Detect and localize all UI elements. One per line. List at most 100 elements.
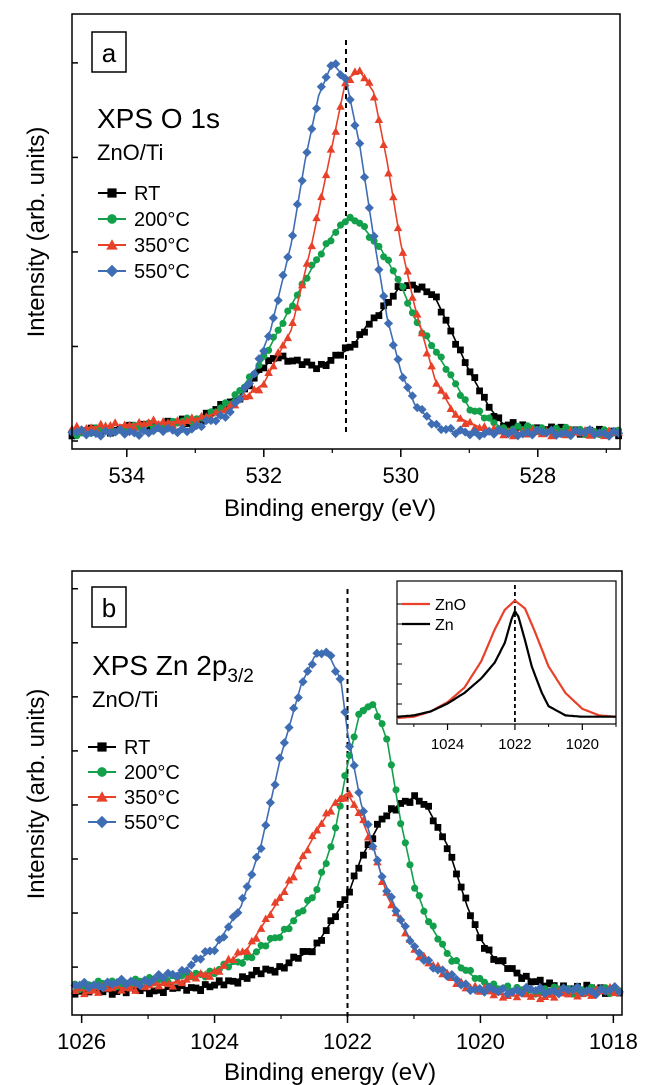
b-legend-label: 350°C (124, 787, 180, 809)
a-point-rt (495, 414, 503, 422)
b-point-rt (369, 835, 377, 843)
b-point-rt (318, 937, 325, 944)
b-point-550c (303, 666, 313, 676)
a-legend-item-200c: 200°C (98, 209, 190, 231)
b-point-350c (126, 983, 136, 992)
b-point-rt (304, 948, 312, 955)
panel-a-subtitle: ZnO/Ti (97, 140, 163, 165)
b-point-350c (187, 970, 196, 979)
b-point-rt (439, 833, 446, 841)
b-legend-marker (95, 815, 109, 829)
a-point-rt (341, 344, 349, 352)
a-legend-label: 550°C (134, 261, 190, 283)
b-point-rt (173, 984, 181, 992)
b-point-200c (318, 868, 326, 876)
a-point-550c (129, 428, 139, 438)
b-point-550c (358, 806, 369, 816)
a-point-350c (465, 417, 475, 426)
a-point-550c (268, 313, 278, 323)
b-point-200c (425, 918, 433, 926)
a-point-rt (317, 360, 325, 368)
b-point-550c (344, 741, 355, 752)
a-point-200c (312, 256, 321, 264)
b-point-200c (438, 940, 447, 948)
a-point-350c (427, 361, 436, 370)
inset-ticks: 1024 1022 1020 (397, 603, 617, 753)
a-point-350c (293, 303, 302, 311)
b-point-rt (360, 851, 367, 859)
a-point-200c (485, 414, 493, 422)
b-point-550c (498, 984, 508, 994)
b-point-550c (289, 703, 299, 713)
inset-frame (396, 580, 617, 725)
b-point-350c (535, 994, 545, 1003)
b-point-rt (336, 900, 344, 908)
a-point-200c (279, 319, 287, 328)
b-point-550c (298, 677, 308, 687)
a-point-rt (461, 359, 469, 366)
b-point-350c (387, 900, 396, 909)
a-point-350c (408, 293, 417, 301)
b-point-350c (331, 798, 340, 806)
a-point-200c (274, 326, 282, 334)
a-point-200c (437, 353, 445, 361)
a-point-200c (384, 256, 393, 264)
b-point-rt (364, 841, 372, 849)
a-point-rt (260, 364, 268, 372)
a-legend-item-rt: RT (98, 183, 160, 205)
a-point-550c (240, 383, 250, 393)
a-point-350c (86, 423, 96, 431)
a-point-rt (504, 421, 512, 429)
a-point-550c (307, 124, 317, 134)
b-point-200c (434, 935, 442, 943)
a-point-550c (139, 426, 149, 436)
a-point-rt (409, 281, 416, 289)
b-point-rt (499, 957, 507, 965)
b-point-rt (532, 978, 539, 986)
b-point-550c (456, 980, 466, 990)
a-point-rt (385, 298, 392, 306)
b-point-rt (392, 806, 400, 814)
b-point-550c (209, 946, 220, 956)
inset-plot-layer (396, 585, 617, 724)
a-point-550c (489, 429, 499, 439)
panel-b-ticks: 1026 1024 1022 1020 1018 (57, 588, 638, 1054)
b-point-550c (158, 973, 168, 983)
b-point-350c (512, 992, 522, 1001)
inset-legend-label: Zn (435, 617, 454, 634)
a-point-550c (225, 407, 235, 417)
b-point-rt (429, 817, 437, 825)
b-point-200c (452, 957, 461, 965)
panel-b-chart: 1026 1024 1022 1020 1018 b XPS Zn 2p3/2 ZnO/… (23, 570, 638, 1085)
a-point-rt (452, 340, 459, 348)
a-point-rt (269, 355, 277, 362)
a-point-550c (278, 270, 288, 280)
b-point-550c (554, 989, 564, 999)
b-point-rt (420, 801, 428, 808)
a-x-tick-label: 528 (519, 463, 556, 488)
b-point-rt (108, 990, 116, 998)
a-point-550c (436, 424, 446, 435)
b-point-550c (219, 932, 229, 942)
b-point-550c (228, 912, 238, 922)
panel-b-xlabel: Binding energy (eV) (224, 1059, 436, 1085)
b-point-350c (228, 955, 238, 964)
b-point-200c (373, 712, 381, 721)
b-point-rt (374, 820, 381, 828)
b-point-550c (437, 965, 448, 975)
b-point-350c (294, 861, 303, 870)
panel-b-label: b (102, 593, 116, 623)
b-point-200c (252, 948, 261, 956)
a-point-rt (279, 352, 287, 360)
a-point-550c (431, 419, 442, 429)
b-point-rt (253, 967, 260, 974)
b-point-200c (378, 720, 386, 728)
b-point-rt (285, 959, 293, 967)
a-point-200c (423, 332, 431, 340)
a-point-350c (187, 413, 197, 421)
b-point-550c (363, 819, 373, 830)
b-x-tick-label: 1018 (589, 1029, 638, 1054)
b-point-rt (485, 946, 493, 954)
a-point-200c (456, 391, 464, 400)
a-point-200c (332, 228, 340, 236)
